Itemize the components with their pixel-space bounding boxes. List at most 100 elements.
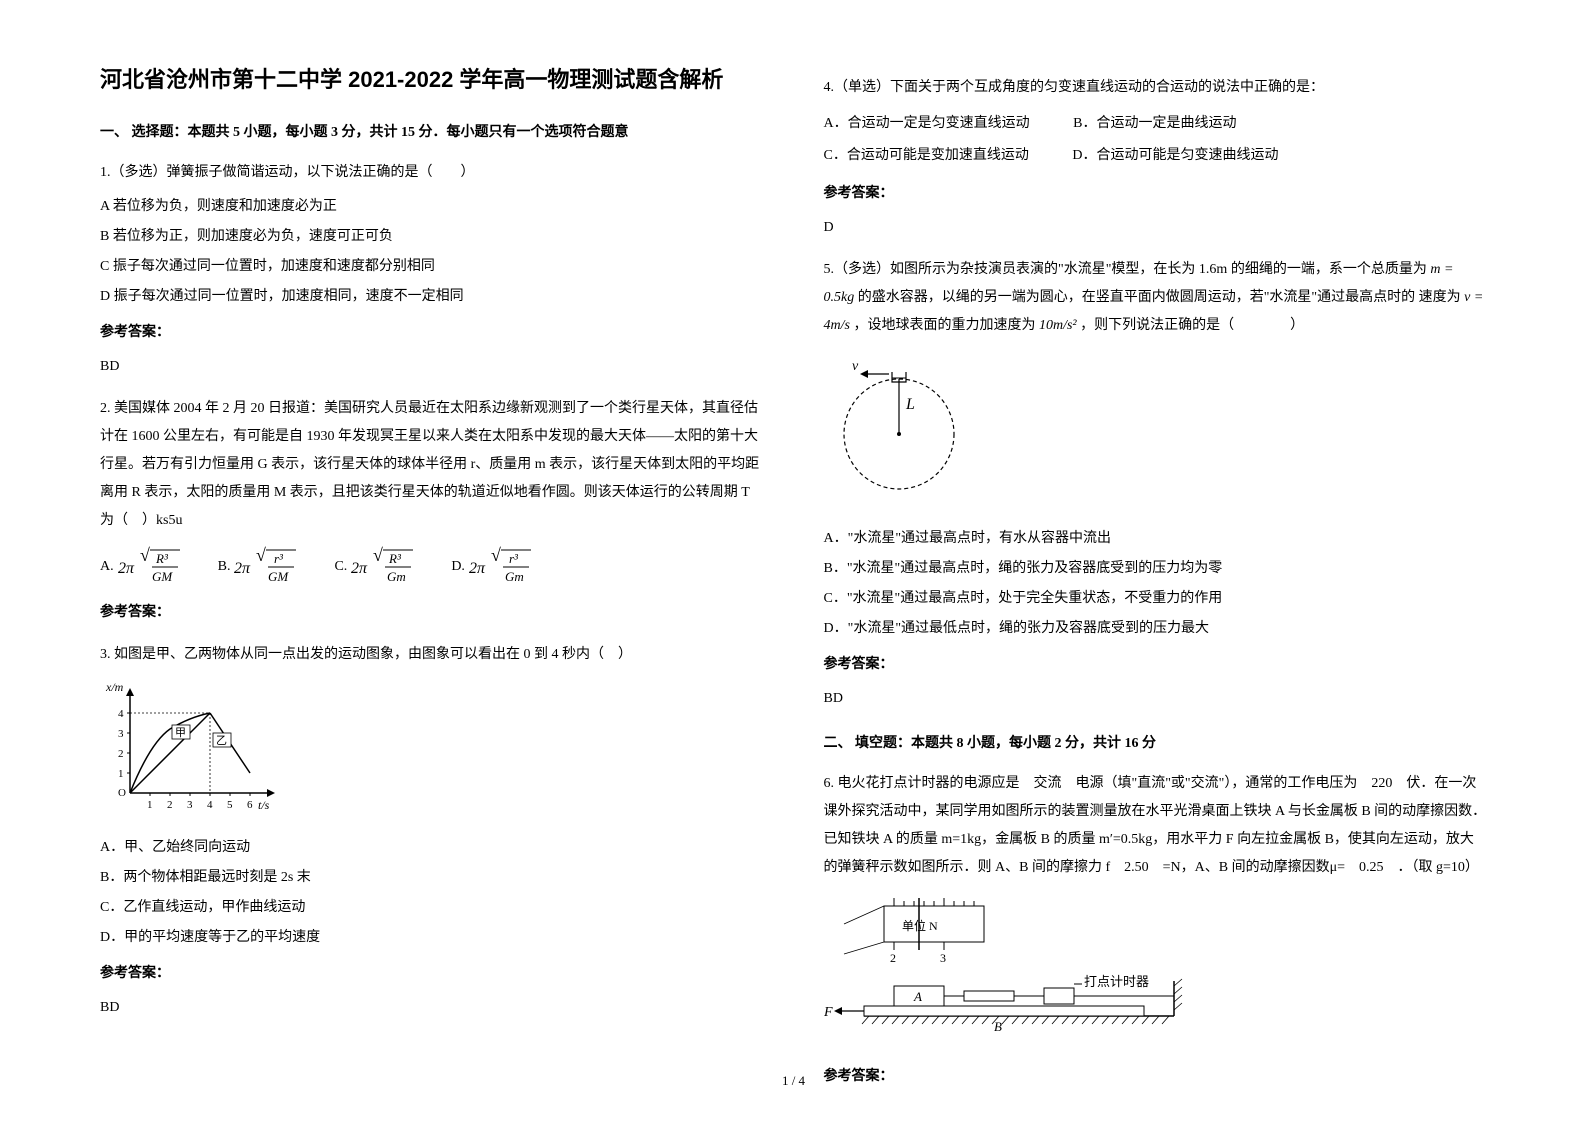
left-column: 河北省沧州市第十二中学 2021-2022 学年高一物理测试题含解析 一、 选择… — [100, 60, 764, 1062]
q6-b-label: B — [994, 1019, 1002, 1034]
q5-option-b: B．"水流星"通过最高点时，绳的张力及容器底受到的压力均为零 — [824, 555, 1488, 583]
q5-answer: BD — [824, 685, 1488, 713]
right-column: 4.（单选）下面关于两个互成角度的匀变速直线运动的合运动的说法中正确的是： A．… — [824, 60, 1488, 1062]
q1-option-b: B 若位移为正，则加速度必为负，速度可正可负 — [100, 223, 764, 251]
question-5: 5.（多选）如图所示为杂技演员表演的"水流星"模型，在长为 1.6m 的细绳的一… — [824, 256, 1488, 713]
q6-timer-label: 打点计时器 — [1084, 974, 1149, 989]
svg-text:5: 5 — [227, 799, 233, 811]
section-1-header: 一、 选择题：本题共 5 小题，每小题 3 分，共计 15 分．每小题只有一个选… — [100, 120, 764, 145]
svg-text:r³: r³ — [274, 551, 284, 566]
q2-label-d: D. — [451, 553, 465, 581]
q3-stem: 3. 如图是甲、乙两物体从同一点出发的运动图象，由图象可以看出在 0 到 4 秒… — [100, 641, 764, 669]
svg-text:√: √ — [373, 545, 383, 565]
formula-b-svg: 2π √ r³ GM — [234, 545, 304, 589]
q1-answer: BD — [100, 353, 764, 381]
formula-d-svg: 2π √ r³ Gm — [469, 545, 539, 589]
svg-text:4: 4 — [118, 708, 124, 720]
q3-option-d: D．甲的平均速度等于乙的平均速度 — [100, 924, 764, 952]
q1-stem: 1.（多选）弹簧振子做简谐运动，以下说法正确的是（ ） — [100, 159, 764, 187]
svg-text:2π: 2π — [351, 560, 368, 577]
q5-l-label: L — [905, 396, 915, 413]
svg-text:√: √ — [256, 545, 266, 565]
q5-stem-p4: ，设地球表面的重力加速度为 — [853, 318, 1035, 333]
q6-unit-label: 单位 N — [902, 918, 938, 933]
q3-answer: BD — [100, 994, 764, 1022]
q1-option-c: C 振子每次通过同一位置时，加速度和速度都分别相同 — [100, 253, 764, 281]
svg-text:GM: GM — [268, 569, 289, 584]
q1-option-a: A 若位移为负，则速度和加速度必为正 — [100, 193, 764, 221]
q1-answer-label: 参考答案： — [100, 319, 764, 347]
q3-option-c: C．乙作直线运动，甲作曲线运动 — [100, 894, 764, 922]
q3-jia-label: 甲 — [175, 727, 186, 739]
q5-stem: 5.（多选）如图所示为杂技演员表演的"水流星"模型，在长为 1.6m 的细绳的一… — [824, 256, 1488, 340]
q6-stem: 6. 电火花打点计时器的电源应是 交流 电源（填"直流"或"交流"），通常的工作… — [824, 770, 1488, 882]
q4-option-b: B．合运动一定是曲线运动 — [1073, 110, 1236, 138]
q3-yi-label: 乙 — [216, 734, 227, 747]
q5-stem-p3: 速度为 — [1419, 290, 1461, 305]
question-2: 2. 美国媒体 2004 年 2 月 20 日报道：美国研究人员最近在太阳系边缘… — [100, 395, 764, 627]
svg-text:3: 3 — [118, 728, 124, 740]
svg-text:6: 6 — [247, 799, 253, 811]
q5-stem-g: 10m/s² — [1039, 318, 1077, 333]
svg-text:r³: r³ — [509, 551, 519, 566]
svg-text:3: 3 — [940, 896, 946, 897]
page-footer: 1 / 4 — [782, 1069, 805, 1092]
q2-label-c: C. — [334, 553, 347, 581]
question-6: 6. 电火花打点计时器的电源应是 交流 电源（填"直流"或"交流"），通常的工作… — [824, 770, 1488, 1091]
q3-option-b: B．两个物体相距最远时刻是 2s 末 — [100, 864, 764, 892]
q2-formula-d: D. 2π √ r³ Gm — [451, 545, 539, 589]
q2-formula-a: A. 2π √ R³ GM — [100, 545, 188, 589]
q2-label-b: B. — [218, 553, 231, 581]
q5-option-d: D．"水流星"通过最低点时，绳的张力及容器底受到的压力最大 — [824, 615, 1488, 643]
q3-option-a: A．甲、乙始终同向运动 — [100, 834, 764, 862]
question-3: 3. 如图是甲、乙两物体从同一点出发的运动图象，由图象可以看出在 0 到 4 秒… — [100, 641, 764, 1022]
q1-options: A 若位移为负，则速度和加速度必为正 B 若位移为正，则加速度必为负，速度可正可… — [100, 193, 764, 311]
q2-formula-b: B. 2π √ r³ GM — [218, 545, 305, 589]
q4-option-c: C．合运动可能是变加速直线运动 — [824, 142, 1029, 170]
q4-option-a: A．合运动一定是匀变速直线运动 — [824, 110, 1030, 138]
svg-text:√: √ — [140, 545, 150, 565]
q5-options: A．"水流星"通过最高点时，有水从容器中流出 B．"水流星"通过最高点时，绳的张… — [824, 525, 1488, 643]
q2-label-a: A. — [100, 553, 114, 581]
q4-options-row2: C．合运动可能是变加速直线运动 D．合运动可能是匀变速曲线运动 — [824, 140, 1488, 172]
svg-text:2: 2 — [890, 951, 896, 965]
svg-text:Gm: Gm — [505, 569, 524, 584]
svg-text:R³: R³ — [388, 551, 402, 566]
document-title: 河北省沧州市第十二中学 2021-2022 学年高一物理测试题含解析 — [100, 60, 764, 100]
formula-c-svg: 2π √ R³ Gm — [351, 545, 421, 589]
svg-text:GM: GM — [152, 569, 173, 584]
question-1: 1.（多选）弹簧振子做简谐运动，以下说法正确的是（ ） A 若位移为负，则速度和… — [100, 159, 764, 381]
q5-option-a: A．"水流星"通过最高点时，有水从容器中流出 — [824, 525, 1488, 553]
section-2-header: 二、 填空题：本题共 8 小题，每小题 2 分，共计 16 分 — [824, 731, 1488, 756]
svg-text:R³: R³ — [155, 551, 169, 566]
q4-options-row1: A．合运动一定是匀变速直线运动 B．合运动一定是曲线运动 — [824, 108, 1488, 140]
q2-answer-label: 参考答案： — [100, 599, 764, 627]
q3-xlabel: t/s — [258, 798, 270, 812]
q5-stem-p2: 的盛水容器，以绳的另一端为圆心，在竖直平面内做圆周运动，若"水流星"通过最高点时… — [858, 290, 1415, 305]
q4-stem: 4.（单选）下面关于两个互成角度的匀变速直线运动的合运动的说法中正确的是： — [824, 74, 1488, 102]
svg-text:2: 2 — [118, 748, 124, 760]
q5-stem-p1: 5.（多选）如图所示为杂技演员表演的"水流星"模型，在长为 1.6m 的细绳的一… — [824, 262, 1427, 277]
svg-text:O: O — [118, 787, 126, 799]
q6-answer-label: 参考答案： — [824, 1063, 1488, 1091]
q3-options: A．甲、乙始终同向运动 B．两个物体相距最远时刻是 2s 末 C．乙作直线运动，… — [100, 834, 764, 952]
q4-option-d: D．合运动可能是匀变速曲线运动 — [1072, 142, 1278, 170]
q5-option-c: C．"水流星"通过最高点时，处于完全失重状态，不受重力的作用 — [824, 585, 1488, 613]
q5-answer-label: 参考答案： — [824, 651, 1488, 679]
q3-answer-label: 参考答案： — [100, 960, 764, 988]
q2-stem: 2. 美国媒体 2004 年 2 月 20 日报道：美国研究人员最近在太阳系边缘… — [100, 395, 764, 535]
q1-option-d: D 振子每次通过同一位置时，加速度相同，速度不一定相同 — [100, 283, 764, 311]
svg-text:2π: 2π — [469, 560, 486, 577]
q4-answer: D — [824, 214, 1488, 242]
question-4: 4.（单选）下面关于两个互成角度的匀变速直线运动的合运动的说法中正确的是： A．… — [824, 74, 1488, 242]
svg-text:√: √ — [491, 545, 501, 565]
q3-ylabel: x/m — [105, 683, 124, 694]
q4-answer-label: 参考答案： — [824, 180, 1488, 208]
svg-text:3: 3 — [940, 951, 946, 965]
svg-text:2π: 2π — [118, 560, 135, 577]
svg-text:2π: 2π — [234, 560, 251, 577]
q6-f-label: F — [824, 1005, 833, 1020]
formula-a-svg: 2π √ R³ GM — [118, 545, 188, 589]
svg-text:2: 2 — [890, 896, 896, 897]
q2-formula-options: A. 2π √ R³ GM B. 2π √ r³ GM — [100, 545, 764, 589]
